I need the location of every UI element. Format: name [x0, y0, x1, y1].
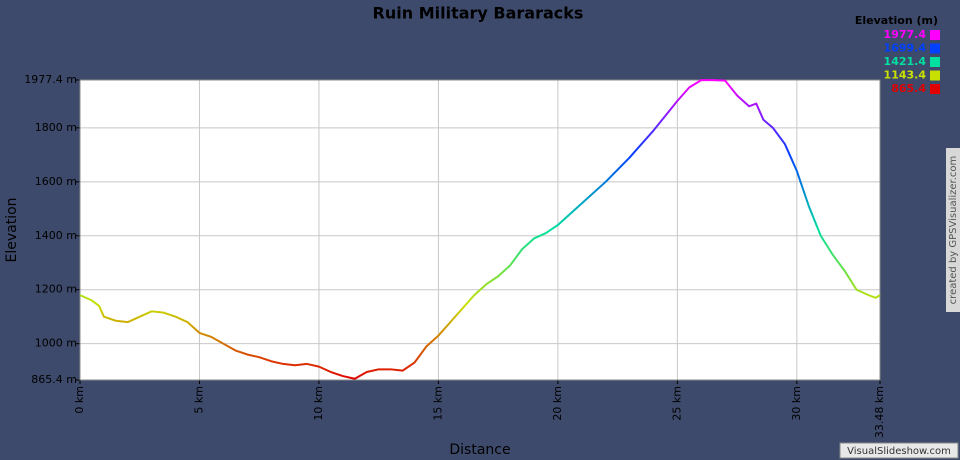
- y-axis-label: Elevation: [4, 197, 20, 262]
- legend-label: 1421.4: [884, 55, 927, 68]
- legend-swatch: [930, 84, 940, 94]
- x-tick-label: 5 km: [192, 386, 205, 414]
- legend-label: 865.4: [891, 82, 926, 95]
- x-tick-label: 0 km: [73, 386, 86, 414]
- x-tick-label: 33.48 km: [873, 386, 886, 438]
- watermark: VisualSlideshow.com: [847, 446, 951, 457]
- y-tick-label: 1000 m: [35, 337, 77, 350]
- x-tick-label: 30 km: [790, 386, 803, 421]
- y-tick-label: 1977.4 m: [24, 73, 77, 86]
- x-tick-label: 20 km: [551, 386, 564, 421]
- elevation-line: [79, 79, 881, 380]
- x-axis-label: Distance: [449, 442, 510, 458]
- legend-swatch: [930, 57, 940, 67]
- legend-label: 1977.4: [884, 28, 927, 41]
- legend-swatch: [930, 70, 940, 81]
- legend-swatch: [930, 43, 940, 54]
- y-tick-label: 1600 m: [35, 175, 77, 188]
- y-tick-label: 1200 m: [35, 283, 77, 296]
- x-tick-label: 10 km: [312, 386, 325, 421]
- credit-box: [946, 148, 960, 312]
- y-tick-label: 865.4 m: [31, 373, 77, 386]
- x-tick-label: 15 km: [431, 386, 444, 421]
- x-tick-label: 25 km: [670, 386, 683, 421]
- legend-title: Elevation (m): [855, 14, 938, 27]
- plot-border: [79, 79, 881, 381]
- plot-area: [80, 80, 880, 380]
- legend-label: 1143.4: [884, 69, 927, 82]
- y-tick-label: 1400 m: [35, 229, 77, 242]
- legend-swatch: [930, 30, 940, 40]
- y-tick-label: 1800 m: [35, 121, 77, 134]
- watermark-box: [839, 442, 959, 459]
- chart-title: Ruin Military Bararacks: [373, 4, 584, 23]
- credit: created by GPSVisualizer.com: [948, 156, 959, 305]
- legend-label: 1699.4: [884, 42, 927, 55]
